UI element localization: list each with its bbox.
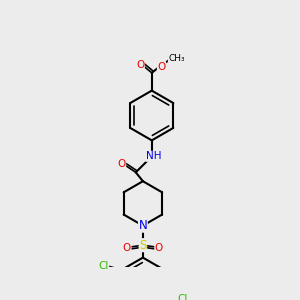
Text: O: O [136, 60, 144, 70]
Text: O: O [117, 159, 126, 169]
Text: Cl: Cl [177, 294, 188, 300]
Text: NH: NH [146, 152, 161, 161]
Text: Cl: Cl [98, 261, 109, 271]
Text: S: S [139, 239, 147, 252]
Text: O: O [123, 243, 131, 253]
Text: CH₃: CH₃ [168, 54, 185, 63]
Text: N: N [139, 219, 147, 232]
Text: O: O [155, 243, 163, 253]
Text: O: O [158, 61, 166, 72]
